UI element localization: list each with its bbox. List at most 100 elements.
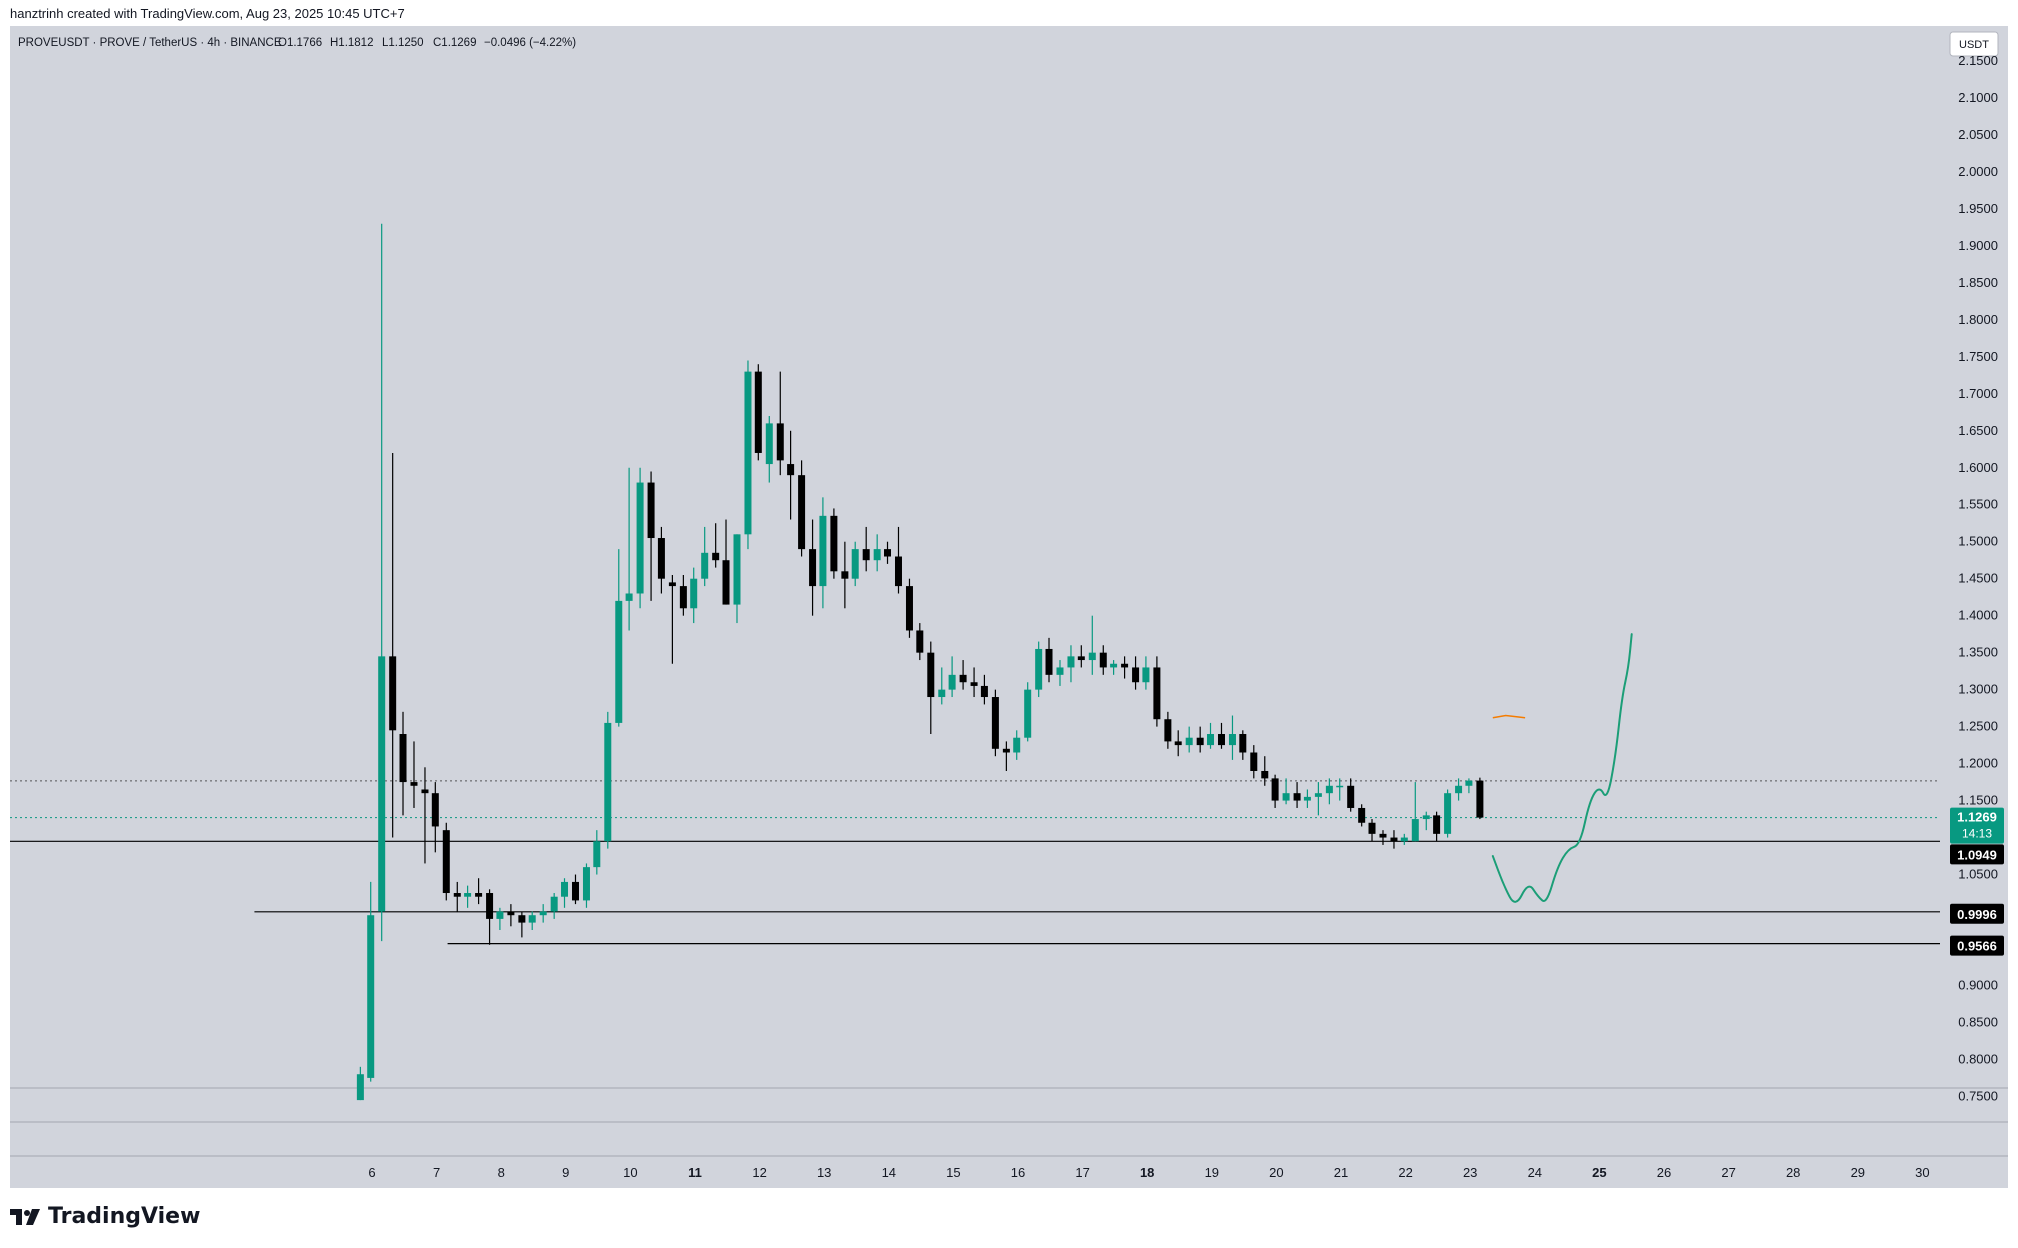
x-tick-label: 11 [688,1165,702,1180]
x-tick-label: 13 [817,1165,831,1180]
candle-body [1379,833,1387,838]
candle-body [862,549,870,561]
candle-body [1153,667,1161,720]
x-tick-label: 22 [1398,1165,1412,1180]
candle-body [744,371,752,535]
candle [1390,830,1398,849]
x-tick-label: 28 [1786,1165,1800,1180]
candle [1088,615,1096,675]
candle [916,623,924,661]
support-line-1-label: 1.0949 [1957,847,1997,862]
candle [712,523,720,568]
candle-body [1045,648,1053,675]
support-line-2-badge [1950,903,2004,924]
candle-body [1110,663,1118,668]
candle-body [776,423,784,461]
x-tick-label: 19 [1205,1165,1219,1180]
candle-body [1239,734,1247,753]
candle-body [496,911,504,919]
candle-body [442,830,450,894]
candle [776,371,784,476]
x-tick-label: 14 [882,1165,896,1180]
candle-body [657,538,665,579]
candle-body [1250,752,1258,771]
y-tick-label: 1.5000 [1958,534,1998,549]
candle [1164,711,1172,749]
candle-body [970,682,978,686]
y-tick-label: 0.9000 [1958,977,1998,992]
candle-body [528,915,536,923]
y-tick-label: 1.0500 [1958,867,1998,882]
candle [1013,730,1021,760]
y-tick-label: 1.6500 [1958,423,1998,438]
x-tick-label: 23 [1463,1165,1477,1180]
candle [1325,778,1333,805]
tradingview-logo-icon [10,1208,40,1225]
y-tick-label: 1.7500 [1958,349,1998,364]
candle [1261,756,1269,786]
candle [378,223,386,942]
x-tick-label: 16 [1011,1165,1025,1180]
y-tick-label: 1.1500 [1958,793,1998,808]
candle [1465,778,1473,794]
candle [571,874,579,905]
candle [1207,722,1215,749]
candle-body [1002,748,1010,753]
candle-body [1217,734,1225,746]
currency-badge[interactable] [1949,31,1999,57]
candle [938,667,946,705]
candle [1368,819,1376,842]
candle [507,904,515,927]
candle [841,541,849,609]
candle [539,904,547,923]
candle-body [1261,770,1269,779]
candle [356,1066,364,1101]
candle-body [927,652,935,698]
candle-body [647,482,655,539]
candle-body [1444,793,1452,834]
candle-body [389,656,397,731]
candle [399,711,407,816]
candle [1056,660,1064,686]
y-tick-label: 2.1000 [1958,90,1998,105]
candle [528,911,536,930]
candle [518,911,526,938]
candle-body [1411,819,1419,842]
candle-body [356,1074,364,1101]
y-tick-label: 2.0500 [1958,127,1998,142]
candle [442,822,450,901]
candle [1067,645,1075,683]
x-tick-label: 25 [1592,1165,1606,1180]
candle [1444,789,1452,838]
candle-body [701,552,709,579]
candle [421,767,429,864]
attribution-text: hanztrinh created with TradingView.com, … [10,6,405,21]
candle [754,364,762,461]
y-tick-label: 0.8000 [1958,1051,1998,1066]
candle [1024,682,1032,742]
candle-body [1174,741,1182,746]
candle-body [980,685,988,698]
candle-body [733,534,741,605]
candle-body [690,578,698,609]
x-tick-label: 21 [1334,1165,1348,1180]
x-tick-label: 20 [1269,1165,1283,1180]
x-tick-label: 9 [562,1165,569,1180]
candle [1293,782,1301,808]
candle-body [1142,667,1150,683]
y-tick-label: 0.8500 [1958,1014,1998,1029]
y-tick-label: 0.7500 [1958,1088,1998,1103]
candle-body [1024,689,1032,738]
candle [1455,778,1463,801]
candle-body [464,893,472,897]
y-tick-label: 1.5500 [1958,497,1998,512]
candle-body [798,475,806,550]
x-tick-label: 18 [1140,1165,1154,1180]
x-tick-label: 6 [368,1165,375,1180]
candle [787,430,795,520]
candle [733,534,741,624]
candle [765,415,773,483]
y-tick-label: 1.4000 [1958,608,1998,623]
candle-body [1293,793,1301,801]
